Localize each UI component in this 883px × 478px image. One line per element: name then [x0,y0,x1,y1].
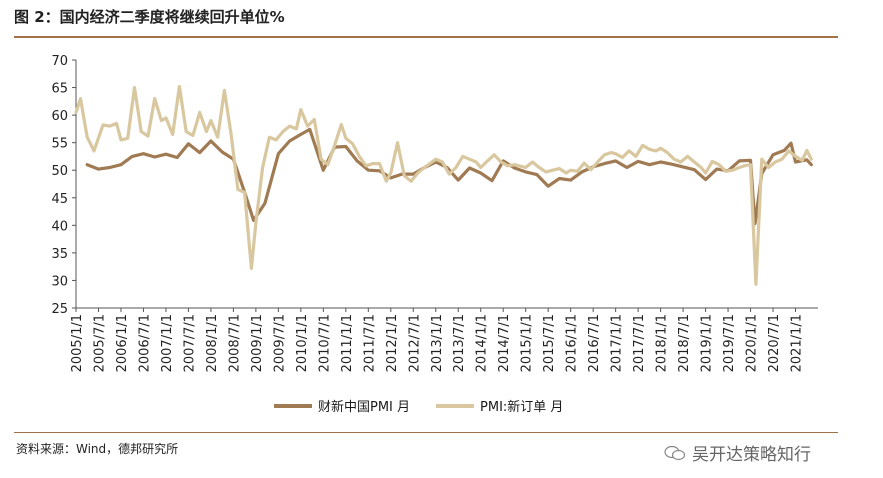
chart-legend: 财新中国PMI 月 PMI:新订单 月 [274,396,563,415]
legend-item-series-1: 财新中国PMI 月 [274,396,410,415]
x-tick-label: 2008/7/1 [227,314,242,372]
chart-title: 图 2：国内经济二季度将继续回升单位% [14,8,285,26]
x-tick-label: 2013/1/1 [430,314,445,372]
x-tick-label: 2019/7/1 [722,314,737,372]
legend-label-series-1: 财新中国PMI 月 [318,400,411,415]
x-tick-label: 2019/1/1 [700,314,715,372]
x-tick-label: 2012/1/1 [385,314,400,372]
x-tick-label: 2010/1/1 [295,314,310,372]
x-tick-label: 2007/7/1 [182,314,197,372]
x-tick-label: 2015/1/1 [520,314,535,372]
series-line-caixin-pmi [85,127,813,226]
y-tick-label: 50 [51,164,68,179]
x-tick-label: 2005/1/1 [70,314,85,372]
x-tick-label: 2008/1/1 [205,314,220,372]
x-tick-label: 2009/7/1 [272,314,287,372]
series-line-pmi-new-orders [74,84,813,286]
x-tick-label: 2015/7/1 [542,314,557,372]
x-tick-label: 2020/1/1 [745,314,760,372]
x-tick-label: 2012/7/1 [407,314,422,372]
x-tick-label: 2011/7/1 [362,314,377,372]
y-tick-label: 40 [51,219,68,234]
x-tick-label: 2005/7/1 [92,314,107,372]
source-note: 资料来源：Wind，德邦研究所 [16,442,179,456]
title-divider [14,36,838,38]
y-tick-label: 45 [51,192,68,207]
x-tick-label: 2013/7/1 [452,314,467,372]
x-tick-label: 2006/1/1 [115,314,130,372]
x-tick-label: 2014/1/1 [475,314,490,372]
x-tick-label: 2010/7/1 [317,314,332,372]
x-tick-label: 2016/1/1 [565,314,580,372]
watermark-text: 吴开达策略知行 [692,445,811,465]
x-tick-label: 2021/1/1 [790,314,805,372]
y-tick-label: 55 [51,137,68,152]
legend-item-series-2: PMI:新订单 月 [436,396,563,415]
legend-swatch-series-2 [436,403,475,408]
x-tick-label: 2016/7/1 [587,314,602,372]
y-tick-label: 30 [51,274,68,289]
legend-swatch-series-1 [274,403,312,408]
x-tick-label: 2011/1/1 [340,314,355,372]
x-tick-label: 2007/1/1 [160,314,175,372]
x-tick-label: 2006/7/1 [137,314,152,372]
y-tick-label: 65 [51,82,68,97]
x-tick-label: 2017/1/1 [610,314,625,372]
x-tick-label: 2017/7/1 [632,314,647,372]
watermark: 吴开达策略知行 [664,440,811,465]
y-tick-label: 70 [51,54,68,69]
legend-label-series-2: PMI:新订单 月 [480,400,564,415]
y-tick-label: 35 [51,247,68,262]
x-tick-label: 2009/1/1 [250,314,265,372]
y-tick-label: 60 [51,109,68,124]
footer-divider [14,432,838,433]
x-tick-label: 2018/7/1 [677,314,692,372]
x-tick-label: 2014/7/1 [497,314,512,372]
wechat-icon [664,445,686,460]
x-tick-label: 2018/1/1 [655,314,670,372]
x-tick-label: 2020/7/1 [767,314,782,372]
y-tick-label: 25 [51,302,68,317]
